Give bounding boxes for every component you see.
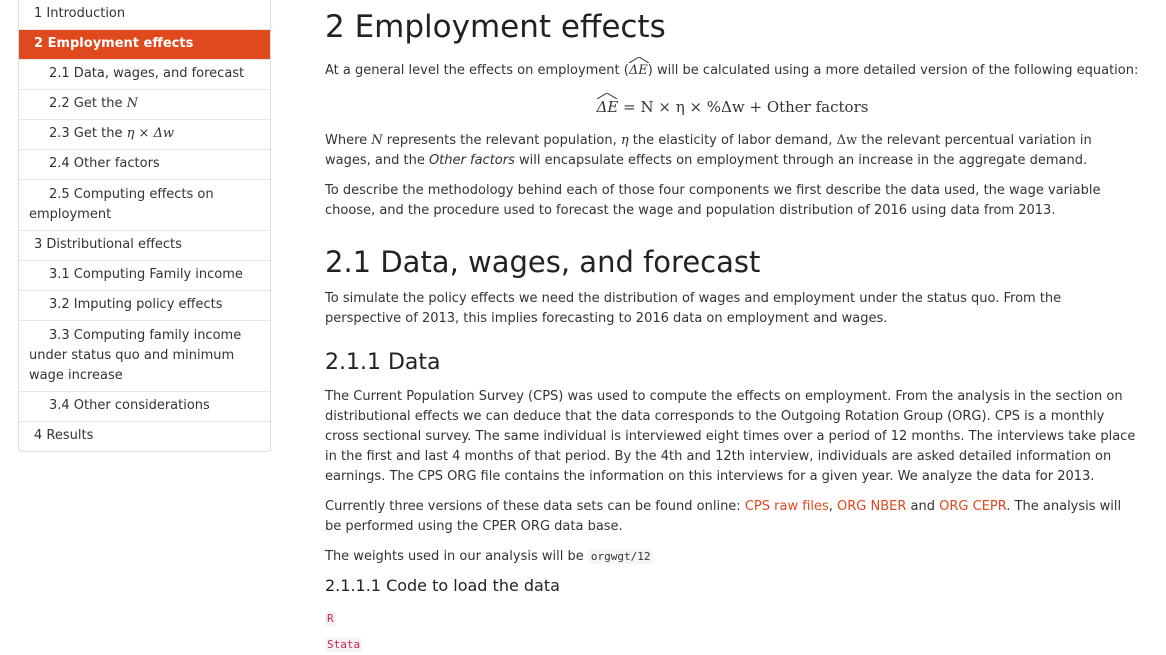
toc-math: N	[126, 96, 138, 111]
emphasis-other-factors: Other factors	[428, 153, 515, 168]
math-n: N	[371, 133, 383, 148]
table-of-contents: 1 Introduction 2 Employment effects 2.1 …	[18, 0, 271, 452]
toc-item-data-wages-forecast[interactable]: 2.1 Data, wages, and forecast	[19, 60, 270, 90]
toc-math: η × Δw	[126, 126, 175, 141]
paragraph-cps: The Current Population Survey (CPS) was …	[325, 389, 1136, 484]
code-tab-r-row: R	[325, 609, 1140, 629]
toc-label: 2.3 Get the	[49, 126, 127, 141]
equation-rhs: = N × η × %Δw + Other factors	[618, 98, 869, 116]
paragraph-intro: At a general level the effects on employ…	[325, 57, 1140, 81]
paragraph-methodology: To describe the methodology behind each …	[325, 183, 1101, 218]
toc-item-get-n[interactable]: 2.2 Get the N	[19, 90, 270, 120]
toc-item-get-eta-dw[interactable]: 2.3 Get the η × Δw	[19, 120, 270, 150]
link-org-nber[interactable]: ORG NBER	[837, 499, 907, 514]
paragraph-versions: Currently three versions of these data s…	[325, 499, 1122, 534]
paragraph-weights: The weights used in our analysis will be…	[325, 547, 1140, 567]
code-tab-r[interactable]: R	[325, 612, 336, 626]
main-content: 2 Employment effects At a general level …	[325, 0, 1140, 655]
section-heading-data: 2.1.1 Data	[325, 350, 441, 375]
code-tab-stata-row: Stata	[325, 635, 1140, 655]
paragraph-definitions: Where N represents the relevant populati…	[325, 133, 1092, 168]
code-tab-stata[interactable]: Stata	[325, 638, 363, 652]
link-cps-raw-files[interactable]: CPS raw files	[744, 499, 829, 514]
hat-accent	[596, 93, 617, 99]
inline-code: orgwgt/12	[587, 549, 654, 564]
link-org-cepr[interactable]: ORG CEPR	[939, 499, 1007, 514]
math-delta-e-hat: ΔE	[596, 93, 618, 117]
text: At a general level the effects on employ…	[325, 63, 629, 78]
toc-item-family-income-status-quo[interactable]: 3.3 Computing family income under status…	[19, 321, 270, 392]
toc-item-employment-effects[interactable]: 2 Employment effects	[19, 30, 270, 60]
text: ) will be calculated using a more detail…	[647, 63, 1139, 78]
toc-item-other-factors[interactable]: 2.4 Other factors	[19, 150, 270, 180]
toc-item-imputing-policy[interactable]: 3.2 Imputing policy effects	[19, 291, 270, 321]
toc-item-family-income[interactable]: 3.1 Computing Family income	[19, 261, 270, 291]
toc-item-introduction[interactable]: 1 Introduction	[19, 0, 270, 30]
section-heading: 2 Employment effects	[325, 9, 666, 45]
section-heading-code: 2.1.1.1 Code to load the data	[325, 576, 560, 595]
toc-item-distributional-effects[interactable]: 3 Distributional effects	[19, 231, 270, 261]
toc-label: 2.2 Get the	[49, 96, 127, 111]
math-eta: η	[620, 133, 629, 148]
section-heading-data-wages: 2.1 Data, wages, and forecast	[325, 245, 761, 279]
math-delta-e: ΔE	[628, 57, 649, 81]
equation: ΔE = N × η × %Δw + Other factors	[325, 93, 1140, 117]
math-dw: Δw	[836, 133, 858, 148]
paragraph-simulate: To simulate the policy effects we need t…	[325, 291, 1062, 326]
toc-item-results[interactable]: 4 Results	[34, 428, 94, 443]
toc-item-computing-effects[interactable]: 2.5 Computing effects on employment	[19, 180, 270, 231]
toc-item-other-considerations[interactable]: 3.4 Other considerations	[19, 392, 270, 422]
hat-accent	[628, 57, 649, 63]
